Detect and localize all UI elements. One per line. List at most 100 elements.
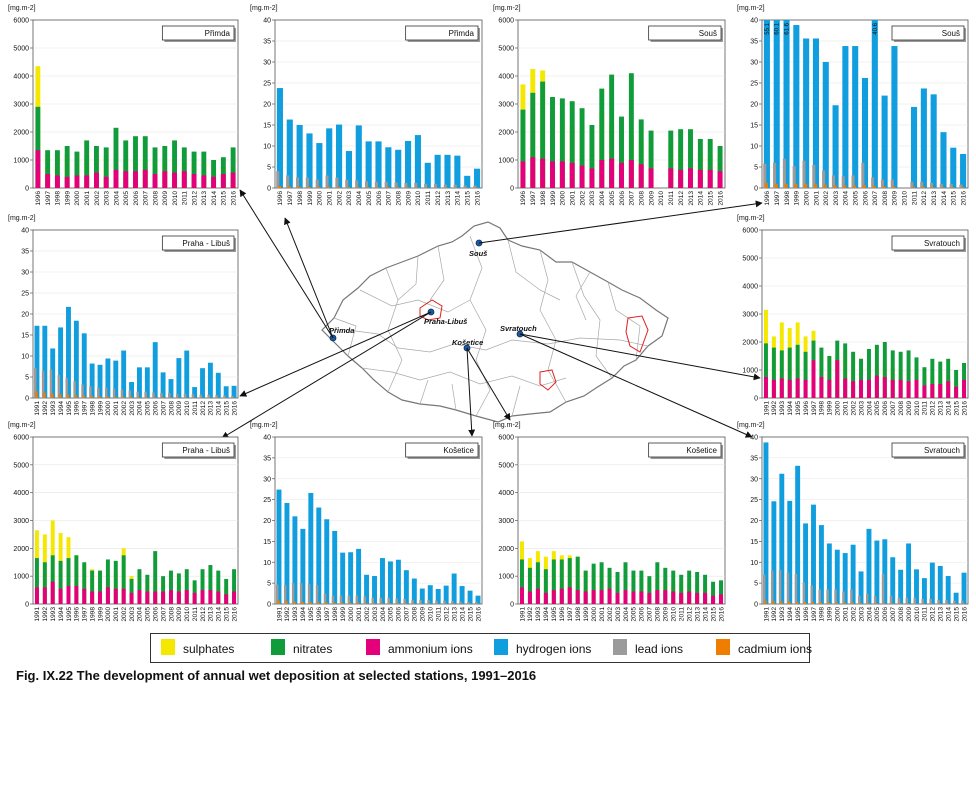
bar-nitrates (591, 563, 596, 604)
bar-hydrogen-ions (129, 382, 135, 398)
bar-cadmium-ions (843, 185, 847, 188)
district-border (429, 245, 445, 301)
x-tick-label: 2008 (152, 191, 159, 206)
bar-lead-ions (861, 162, 865, 188)
x-tick-label: 2008 (412, 607, 419, 622)
bar-hydrogen-ions (405, 140, 412, 188)
y-axis-unit: [mg.m-2] (250, 422, 278, 429)
x-tick-label: 2000 (74, 191, 81, 206)
bar-hydrogen-ions (771, 501, 777, 604)
y-tick-label: 30 (750, 476, 758, 483)
y-tick-label: 5000 (498, 462, 514, 469)
x-tick-label: 1998 (540, 191, 547, 206)
y-tick-label: 30 (263, 60, 271, 67)
x-tick-label: 2012 (443, 607, 450, 622)
station-name: Přimda (205, 29, 231, 38)
x-tick-label: 2014 (455, 191, 462, 206)
bar-lead-ions (831, 175, 835, 188)
bar-hydrogen-ions (842, 553, 848, 604)
bar-cadmium-ions (364, 603, 368, 604)
bar-ammonium-ions (74, 175, 80, 188)
bar-ammonium-ions (599, 160, 605, 188)
x-tick-label: 2015 (708, 191, 715, 206)
bar-cadmium-ions (74, 395, 78, 398)
bar-lead-ions (73, 381, 76, 398)
x-tick-label: 1993 (292, 607, 299, 622)
x-tick-label: 2012 (921, 191, 928, 206)
y-tick-label: 5000 (13, 462, 29, 469)
bar-lead-ions (910, 181, 914, 188)
bar-ammonium-ions (803, 379, 808, 398)
x-tick-label: 1999 (97, 401, 104, 416)
bar-nitrates (66, 558, 71, 604)
bar-nitrates (609, 74, 615, 188)
station-name: Košetice (686, 446, 717, 455)
arrow-group (221, 189, 763, 439)
x-tick-label: 2006 (882, 607, 889, 622)
x-tick-label: 1999 (827, 607, 834, 622)
bar-hydrogen-ions (58, 327, 64, 398)
bar-nitrates (906, 350, 911, 398)
x-tick-label: 2012 (200, 607, 207, 622)
bar-hydrogen-ions (411, 578, 417, 604)
x-tick-label: 1997 (324, 607, 331, 622)
bar-nitrates (569, 101, 575, 188)
bar-lead-ions (953, 600, 956, 604)
bar-lead-ions (347, 595, 351, 604)
y-tick-label: 0 (510, 602, 514, 609)
bar-nitrates (50, 555, 55, 604)
x-tick-label: 2007 (160, 401, 167, 416)
bar-hydrogen-ions (842, 46, 849, 188)
bar-lead-ions (49, 369, 53, 398)
x-tick-label: 1998 (784, 191, 791, 206)
bar-cadmium-ions (851, 602, 854, 604)
bar-nitrates (535, 562, 540, 604)
y-tick-label: 25 (21, 291, 29, 298)
bar-ammonium-ions (827, 379, 832, 398)
x-tick-label: 1997 (287, 191, 294, 206)
bar-ammonium-ions (906, 381, 911, 398)
x-tick-label: 2014 (945, 607, 952, 622)
bar-ammonium-ions (628, 160, 634, 188)
bar-lead-ions (41, 370, 45, 398)
bar-ammonium-ions (946, 381, 951, 398)
x-tick-label: 2014 (941, 191, 948, 206)
x-tick-label: 2016 (231, 607, 238, 622)
bar-hydrogen-ions (136, 367, 142, 398)
bar-hydrogen-ions (953, 592, 959, 604)
bar-cadmium-ions (774, 183, 778, 188)
x-tick-label: 2003 (129, 607, 136, 622)
bar-nitrates (922, 367, 927, 398)
x-tick-label: 2008 (898, 401, 905, 416)
bar-nitrates (843, 343, 848, 398)
y-tick-label: 5000 (13, 46, 29, 53)
bar-lead-ions (929, 182, 934, 188)
bar-lead-ions (291, 583, 295, 604)
bar-lead-ions (945, 599, 948, 604)
bar-ammonium-ions (105, 587, 110, 604)
legend-label: nitrates (293, 642, 333, 656)
bar-nitrates (697, 139, 703, 188)
bar-ammonium-ions (181, 171, 187, 188)
x-tick-label: 2010 (671, 607, 678, 622)
bar-ammonium-ions (922, 385, 927, 398)
x-tick-label: 2013 (445, 191, 452, 206)
y-tick-label: 2000 (13, 130, 29, 137)
bar-cadmium-ions (396, 187, 400, 188)
bar-lead-ions (325, 175, 329, 188)
station-name: Svratouch (924, 239, 960, 248)
bar-nitrates (819, 347, 824, 398)
bar-nitrates (200, 569, 205, 604)
bar-nitrates (717, 146, 723, 188)
chart-panel: 0 1000 2000 3000 4000 5000 6000 [mg.m-2] Přimda 1… (8, 5, 239, 206)
district-border (397, 255, 419, 301)
bar-nitrates (954, 370, 959, 398)
y-tick-label: 5000 (742, 256, 758, 263)
x-tick-label: 2006 (882, 401, 889, 416)
bar-hydrogen-ions (937, 566, 943, 604)
bar-hydrogen-ions (66, 306, 71, 398)
bar-lead-ions (453, 184, 457, 188)
district-border (359, 289, 471, 313)
bar-ammonium-ions (113, 169, 119, 188)
bar-lead-ions (345, 179, 349, 188)
